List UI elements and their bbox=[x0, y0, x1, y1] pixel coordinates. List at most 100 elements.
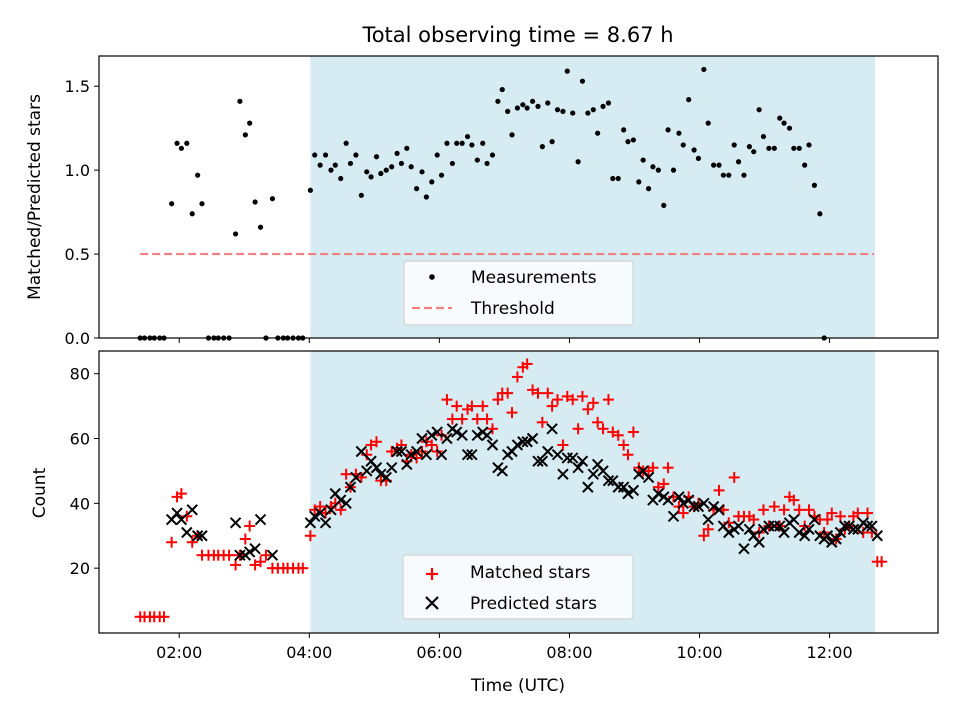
measurement-point bbox=[564, 68, 570, 74]
predicted-star-point bbox=[420, 449, 433, 461]
measurement-point bbox=[817, 211, 823, 217]
measurement-point bbox=[444, 140, 450, 146]
measurement-point bbox=[640, 157, 646, 163]
bottom-ylabel: Count bbox=[30, 467, 50, 518]
measurement-point bbox=[777, 115, 783, 121]
matched-star-point bbox=[768, 501, 780, 513]
predicted-star-point bbox=[642, 471, 655, 484]
legend-matched-label: Matched stars bbox=[470, 563, 590, 583]
predicted-star-point bbox=[335, 494, 347, 506]
predicted-star-point bbox=[688, 500, 700, 513]
predicted-star-point bbox=[830, 533, 842, 545]
measurement-point bbox=[414, 186, 420, 192]
predicted-star-point bbox=[401, 458, 413, 471]
matched-star-point bbox=[572, 423, 584, 435]
predicted-star-point bbox=[191, 530, 204, 542]
matched-star-point bbox=[456, 413, 468, 425]
predicted-star-point bbox=[391, 445, 403, 458]
matched-star-point bbox=[158, 611, 170, 623]
measurement-point bbox=[731, 142, 737, 148]
matched-star-point bbox=[713, 484, 725, 496]
matched-star-point bbox=[821, 514, 833, 526]
top-ytick-label: 0.5 bbox=[65, 245, 90, 264]
matched-star-point bbox=[477, 400, 489, 412]
top-ytick-label: 0.0 bbox=[65, 329, 90, 348]
measurement-point bbox=[535, 103, 541, 109]
matched-star-point bbox=[361, 449, 373, 461]
predicted-star-point bbox=[566, 452, 579, 464]
measurement-point bbox=[269, 196, 276, 202]
matched-star-point bbox=[521, 358, 533, 370]
measurement-point bbox=[756, 107, 762, 113]
measurement-point bbox=[328, 167, 334, 173]
predicted-star-point bbox=[229, 517, 242, 529]
measurement-point bbox=[480, 140, 486, 146]
measurement-point bbox=[423, 194, 429, 200]
measurement-point bbox=[364, 169, 370, 175]
measurement-point bbox=[539, 144, 545, 150]
predicted-star-point bbox=[526, 432, 539, 445]
predicted-star-point bbox=[677, 497, 689, 510]
measurement-point bbox=[735, 159, 742, 165]
predicted-star-point bbox=[466, 449, 478, 461]
measurement-point bbox=[796, 145, 802, 151]
measurement-point bbox=[449, 160, 455, 167]
bottom-xlabel: Time (UTC) bbox=[470, 676, 565, 696]
measurement-point bbox=[625, 139, 631, 145]
predicted-star-point bbox=[375, 468, 387, 480]
measurement-point bbox=[791, 145, 797, 151]
top-axes-frame bbox=[98, 55, 939, 339]
measurement-point bbox=[811, 182, 818, 188]
predicted-star-point bbox=[557, 468, 569, 480]
measurement-point bbox=[701, 66, 707, 73]
matched-star-point bbox=[426, 439, 438, 451]
legend-measurements-marker bbox=[429, 274, 435, 280]
predicted-star-point bbox=[542, 445, 554, 458]
legend-measurements-label: Measurements bbox=[471, 268, 597, 288]
measurement-point bbox=[615, 175, 621, 182]
predicted-star-point bbox=[861, 520, 874, 532]
measurement-point bbox=[751, 149, 757, 155]
predicted-star-point bbox=[602, 474, 615, 487]
matched-star-point bbox=[852, 507, 864, 519]
measurement-point bbox=[469, 142, 475, 148]
predicted-star-point bbox=[753, 536, 765, 548]
predicted-star-point bbox=[370, 461, 383, 474]
predicted-star-point bbox=[617, 481, 630, 493]
matched-star-point bbox=[297, 562, 309, 574]
matched-star-point bbox=[223, 549, 235, 561]
matched-star-point bbox=[244, 520, 256, 532]
predicted-star-point bbox=[461, 449, 474, 461]
bottom-ytick-label: 40 bbox=[70, 494, 90, 513]
matched-star-point bbox=[576, 390, 588, 402]
measurement-point bbox=[434, 152, 440, 158]
predicted-star-point bbox=[546, 423, 558, 435]
measurement-point bbox=[237, 98, 243, 104]
matched-star-point bbox=[255, 556, 267, 568]
predicted-star-point bbox=[405, 449, 417, 461]
bottom-xtick-label: 06:00 bbox=[416, 643, 462, 662]
matched-star-point bbox=[662, 462, 674, 474]
top-ytick-label: 1.0 bbox=[65, 161, 90, 180]
measurement-point bbox=[499, 86, 505, 93]
matched-star-point bbox=[567, 394, 579, 406]
predicted-star-point bbox=[707, 500, 720, 513]
measurement-point bbox=[178, 145, 184, 151]
matched-star-point bbox=[304, 530, 316, 542]
predicted-star-point bbox=[456, 429, 468, 441]
predicted-star-point bbox=[314, 507, 326, 519]
predicted-star-point bbox=[319, 517, 332, 529]
measurement-point bbox=[802, 162, 808, 168]
predicted-star-point bbox=[692, 500, 705, 513]
measurement-point bbox=[505, 108, 511, 114]
measurement-point bbox=[389, 164, 395, 170]
predicted-star-point bbox=[249, 543, 261, 555]
predicted-star-point bbox=[774, 520, 786, 532]
predicted-star-point bbox=[834, 526, 847, 539]
matched-star-point bbox=[612, 429, 624, 441]
matched-star-point bbox=[552, 394, 564, 406]
measurement-point bbox=[691, 147, 697, 153]
measurement-point bbox=[408, 164, 414, 170]
measurement-point bbox=[189, 211, 195, 217]
